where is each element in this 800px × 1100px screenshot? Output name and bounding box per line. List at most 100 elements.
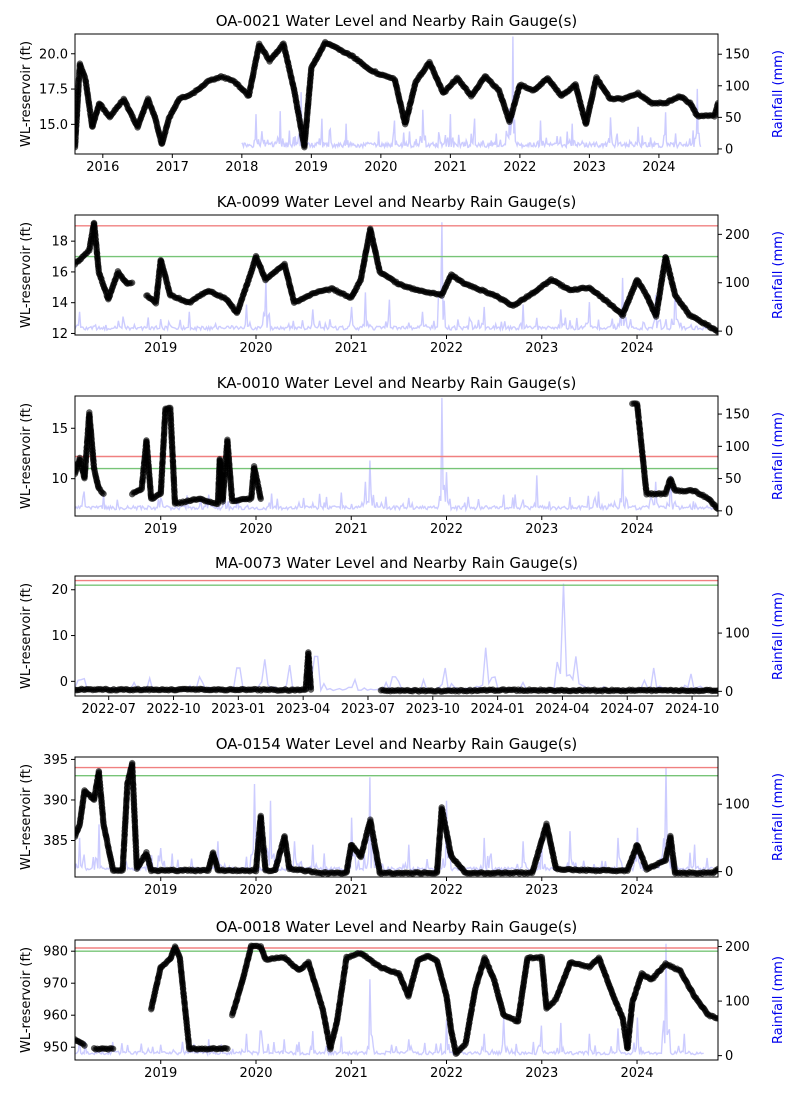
y-axis-label: WL-reservoir (ft) [19,403,34,509]
x-tick-label: 2022 [430,522,463,537]
y2-axis-label: Rainfall (mm) [771,412,786,500]
x-tick-label: 2021 [434,160,467,175]
plot-area [75,942,718,1058]
x-tick-label: 2023 [525,341,558,356]
x-tick-label: 2020 [364,160,397,175]
x-tick-label: 2024-10 [665,702,719,717]
y-tick-label: 12 [51,327,68,342]
x-tick-label: 2019 [144,1066,177,1081]
chart-title: MA-0073 Water Level and Nearby Rain Gaug… [215,554,578,572]
rainfall-line [75,767,714,873]
x-tick-label: 2021 [335,341,368,356]
y-axis-label: WL-reservoir (ft) [19,583,34,689]
panel-6: 2019 2020 2021 2022 2023 20249509609709800100… [19,918,786,1081]
x-tick-label: 2023 [573,160,606,175]
panel-2: 2019 2020 2021 2022 2023 2024121416180100200K… [19,193,786,356]
axes-frame [74,756,719,878]
plot-area [75,759,718,877]
x-tick-label: 2022 [430,1066,463,1081]
plot-area [75,579,718,695]
x-tick-label: 2023-10 [406,702,460,717]
y-tick-label: 980 [43,945,68,960]
x-tick-label: 2020 [239,341,272,356]
x-tick-label: 2022-07 [82,702,136,717]
y-axis-label: WL-reservoir (ft) [19,41,34,147]
chart-title: KA-0099 Water Level and Nearby Rain Gaug… [217,193,577,211]
water-level-point [307,686,315,693]
y2-axis-label: Rainfall (mm) [771,773,786,861]
y2-tick-label: 150 [725,408,750,423]
x-tick-label: 2019 [144,883,177,898]
x-tick-label: 2019 [144,522,177,537]
y2-tick-label: 100 [725,798,750,813]
x-tick-label: 2017 [156,160,189,175]
y2-tick-label: 0 [725,504,733,519]
panel-4: 2022-07 2022-10 2023-01 2023-04 2023-07 2023-… [19,554,786,717]
x-tick-label: 2024-07 [600,702,654,717]
plot-area [75,36,718,151]
axes-frame [74,33,719,155]
rainfall-line [241,36,702,150]
y2-tick-label: 100 [725,79,750,94]
panel-3: 2019 2020 2021 2022 2023 20241015050100150KA-… [19,374,786,537]
y-tick-label: 18 [51,235,68,250]
y2-axis-label: Rainfall (mm) [771,50,786,138]
water-level-point [714,865,718,873]
y2-tick-label: 0 [725,142,733,157]
x-tick-label: 2023-01 [211,702,265,717]
x-tick-label: 2019 [144,341,177,356]
rainfall-line [75,583,716,693]
y-tick-label: 15.0 [39,118,68,133]
y-tick-label: 15 [51,422,68,437]
x-tick-label: 2022 [503,160,536,175]
x-tick-label: 2018 [225,160,258,175]
y-tick-label: 10 [51,629,68,644]
y-tick-label: 390 [43,793,68,808]
water-level-point [128,279,136,286]
water-level-point [100,490,107,498]
water-level-points [75,942,718,1058]
y2-tick-label: 50 [725,472,742,487]
axes-frame [74,395,719,517]
x-tick-label: 2021 [335,522,368,537]
y2-tick-label: 200 [725,228,750,243]
x-tick-label: 2024-01 [470,702,524,717]
water-level-point [81,1042,88,1049]
y-tick-label: 960 [43,1009,68,1024]
water-level-points [75,38,718,151]
y-tick-label: 10 [51,472,68,487]
x-tick-label: 2024 [620,341,653,356]
x-tick-label: 2024 [642,160,675,175]
water-level-line [146,228,718,333]
y2-tick-label: 200 [725,940,750,955]
y-tick-label: 970 [43,977,68,992]
panel-1: 2016 2017 2018 2019 2020 2021 2022 2023 202415.0… [19,12,786,175]
y2-tick-label: 100 [725,440,750,455]
chart-title: OA-0154 Water Level and Nearby Rain Gaug… [216,735,578,753]
rainfall-line [75,397,714,513]
x-tick-label: 2021 [335,1066,368,1081]
y2-tick-label: 100 [725,276,750,291]
water-level-point [714,328,718,335]
y-tick-label: 17.5 [39,83,68,98]
water-level-points [75,219,718,335]
x-tick-label: 2024 [620,1066,653,1081]
y-tick-label: 385 [43,834,68,849]
x-tick-label: 2023-07 [341,702,395,717]
water-level-points [75,400,718,513]
x-tick-label: 2021 [335,883,368,898]
water-level-point [257,495,264,503]
x-tick-label: 2019 [295,160,328,175]
y2-axis-label: Rainfall (mm) [771,592,786,680]
x-tick-label: 2024 [620,883,653,898]
y2-tick-label: 0 [725,325,733,340]
x-tick-label: 2023-04 [276,702,330,717]
y2-tick-label: 0 [725,865,733,880]
water-level-point [714,1015,718,1022]
y-tick-label: 20 [51,583,68,598]
water-level-points [75,649,718,695]
chart-title: KA-0010 Water Level and Nearby Rain Gaug… [217,374,577,392]
x-tick-label: 2024-04 [535,702,589,717]
x-tick-label: 2022 [430,883,463,898]
